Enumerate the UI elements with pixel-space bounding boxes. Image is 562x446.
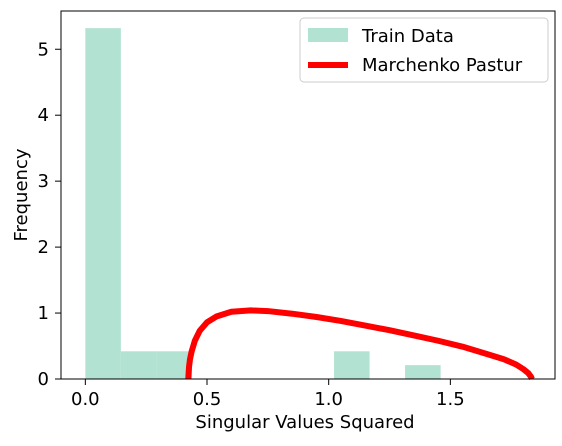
legend: Train Data Marchenko Pastur [299, 17, 549, 83]
x-tick-label: 1.0 [314, 389, 343, 410]
mp-curve-layer [185, 307, 535, 381]
x-ticks: 0.0 0.5 1.0 1.5 [71, 379, 465, 410]
histogram-bar-9 [405, 365, 441, 379]
x-axis-label: Singular Values Squared [195, 412, 414, 433]
histogram-bar-0 [85, 28, 121, 380]
histogram-bar-1 [120, 351, 157, 379]
x-tick-label: 0.5 [193, 389, 222, 410]
histogram-bars [85, 28, 441, 380]
axes-frame [60, 10, 556, 380]
marchenko-pastur-line [185, 307, 535, 381]
y-tick-label: 4 [38, 105, 49, 126]
y-tick-label: 5 [38, 39, 49, 60]
y-tick-label: 3 [38, 171, 49, 192]
x-tick-label: 1.5 [436, 389, 465, 410]
legend-label-marchenko-pastur: Marchenko Pastur [362, 55, 523, 76]
legend-label-train-data: Train Data [361, 26, 454, 47]
y-ticks: 0 1 2 3 4 5 [38, 39, 61, 390]
y-tick-label: 2 [38, 237, 49, 258]
x-tick-label: 0.0 [71, 389, 100, 410]
histogram-bar-7 [334, 351, 370, 379]
legend-swatch-train-data [308, 28, 348, 42]
legend-box [299, 17, 549, 83]
y-tick-label: 0 [38, 369, 49, 390]
y-tick-label: 1 [38, 303, 49, 324]
y-axis-label: Frequency [11, 148, 32, 241]
